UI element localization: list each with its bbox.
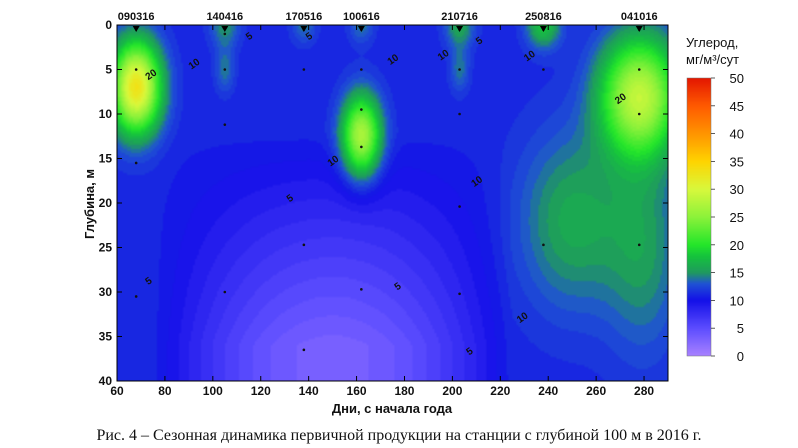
heatmap-image bbox=[117, 25, 668, 381]
colorbar: 0 5 10 15 20 25 30 35 40 45 50 Углерод, мг/м³/сут bbox=[686, 35, 744, 364]
station-marker bbox=[456, 26, 464, 32]
contour-label: 5 bbox=[144, 275, 155, 287]
station-label: 250816 bbox=[525, 11, 562, 23]
x-tick-label: 240 bbox=[538, 384, 558, 398]
sample-point bbox=[302, 68, 306, 71]
sample-point bbox=[134, 295, 138, 298]
contour-label: 5 bbox=[285, 193, 296, 205]
sample-point bbox=[542, 243, 545, 247]
sample-point bbox=[134, 161, 138, 165]
contour-label: 5 bbox=[393, 281, 404, 293]
sample-point bbox=[302, 243, 306, 247]
x-tick-label: 80 bbox=[158, 384, 172, 398]
colorbar-tick-label: 40 bbox=[730, 127, 744, 142]
sample-point bbox=[302, 348, 306, 352]
x-tick-label: 260 bbox=[586, 384, 606, 398]
station-marker bbox=[357, 26, 365, 32]
station-label: 210716 bbox=[441, 11, 478, 23]
station-label: 041016 bbox=[621, 11, 658, 23]
y-tick-label: 5 bbox=[105, 63, 112, 77]
station-marker bbox=[132, 26, 140, 32]
sample-point bbox=[360, 68, 363, 71]
contour-label: 5 bbox=[474, 35, 485, 47]
y-tick-label: 40 bbox=[99, 374, 113, 388]
sample-point bbox=[458, 112, 461, 116]
figure-caption: Рис. 4 – Сезонная динамика первичной про… bbox=[96, 427, 701, 444]
sample-point bbox=[134, 68, 138, 71]
axes: 60 80 100 120 140 160 180 200 220 240 260 280 0 5 10 15… bbox=[99, 18, 668, 398]
colorbar-tick-label: 10 bbox=[730, 293, 744, 308]
sample-point bbox=[360, 145, 363, 149]
station-label: 100616 bbox=[343, 11, 380, 23]
y-tick-label: 30 bbox=[99, 285, 113, 299]
colorbar-tick-label: 30 bbox=[730, 182, 744, 197]
x-tick-label: 120 bbox=[251, 384, 271, 398]
sample-point bbox=[458, 292, 461, 296]
colorbar-tick-label: 35 bbox=[730, 154, 744, 169]
station-marker bbox=[300, 26, 308, 32]
sample-point bbox=[223, 123, 227, 126]
y-tick-label: 25 bbox=[99, 241, 113, 255]
colorbar-image bbox=[687, 78, 711, 356]
station-label: 090316 bbox=[118, 11, 155, 23]
x-tick-label: 220 bbox=[490, 384, 510, 398]
sample-point bbox=[360, 108, 363, 111]
x-axis-label: Дни, с начала года bbox=[332, 401, 453, 416]
colorbar-tick-label: 15 bbox=[730, 266, 744, 281]
y-tick-label: 35 bbox=[99, 330, 113, 344]
y-tick-label: 10 bbox=[99, 107, 113, 121]
y-tick-label: 0 bbox=[105, 18, 112, 32]
sample-point bbox=[542, 68, 545, 71]
station-label: 170516 bbox=[286, 11, 323, 23]
x-tick-label: 160 bbox=[347, 384, 367, 398]
sample-point bbox=[458, 68, 461, 71]
sample-point bbox=[637, 68, 641, 71]
contour-label: 5 bbox=[304, 31, 315, 43]
colorbar-title: Углерод, bbox=[686, 35, 738, 50]
colorbar-tick-label: 25 bbox=[730, 210, 744, 225]
colorbar-tick-label: 45 bbox=[730, 99, 744, 114]
sample-point bbox=[360, 288, 363, 291]
sample-point bbox=[223, 32, 227, 36]
y-tick-label: 15 bbox=[99, 152, 113, 166]
colorbar-tick-label: 5 bbox=[737, 321, 744, 336]
y-tick-label: 20 bbox=[99, 196, 113, 210]
contour-label: 5 bbox=[244, 31, 255, 43]
colorbar-unit: мг/м³/сут bbox=[686, 52, 739, 67]
station-marker bbox=[539, 26, 547, 32]
station-label: 140416 bbox=[206, 11, 243, 23]
colorbar-ticks: 0 5 10 15 20 25 30 35 40 45 50 bbox=[711, 71, 744, 364]
x-tick-label: 280 bbox=[634, 384, 654, 398]
colorbar-tick-label: 0 bbox=[737, 349, 744, 364]
contour-label: 5 bbox=[465, 346, 476, 358]
sample-point bbox=[637, 112, 641, 116]
colorbar-tick-label: 50 bbox=[730, 71, 744, 86]
y-axis-label: Глубина, м bbox=[82, 169, 97, 239]
sample-point bbox=[223, 290, 227, 294]
x-tick-label: 200 bbox=[442, 384, 462, 398]
sample-point bbox=[458, 205, 461, 208]
x-tick-label: 140 bbox=[299, 384, 319, 398]
station-marker bbox=[221, 26, 229, 32]
station-labels: 090316 140416 170516 100616 210716 250816 0410… bbox=[118, 11, 658, 32]
colorbar-tick-label: 20 bbox=[730, 238, 744, 253]
sample-point bbox=[223, 68, 227, 71]
sample-point bbox=[637, 243, 641, 247]
x-tick-label: 180 bbox=[394, 384, 414, 398]
station-marker bbox=[635, 26, 643, 32]
x-tick-label: 100 bbox=[203, 384, 223, 398]
x-tick-label: 60 bbox=[110, 384, 124, 398]
